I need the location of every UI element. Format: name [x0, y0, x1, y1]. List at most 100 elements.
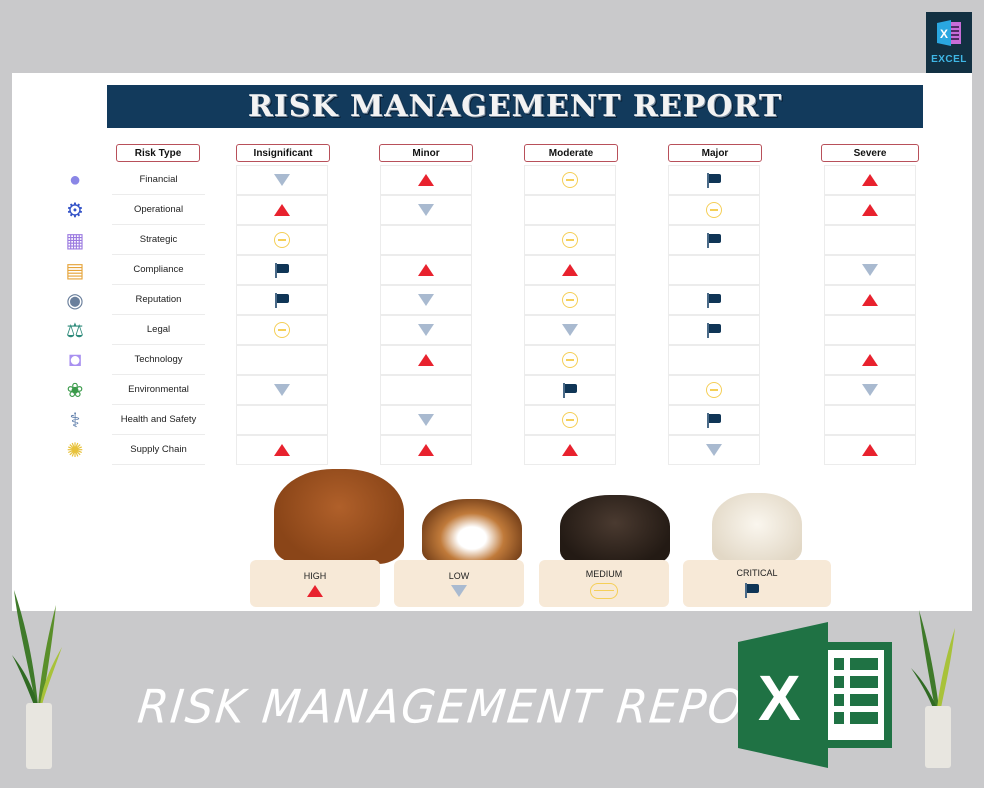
- matrix-cell[interactable]: [824, 435, 916, 465]
- matrix-cell[interactable]: [824, 405, 916, 435]
- matrix-cell[interactable]: [524, 195, 616, 225]
- matrix-cell[interactable]: [668, 165, 760, 195]
- matrix-cell[interactable]: [380, 225, 472, 255]
- matrix-cell[interactable]: [380, 255, 472, 285]
- page-title: RISK MANAGEMENT REPORT: [247, 89, 783, 124]
- medium-risk-circle-icon: [706, 382, 722, 398]
- matrix-cell[interactable]: [524, 255, 616, 285]
- column-header-minor: Minor: [379, 144, 473, 162]
- critical-risk-flag-icon: [274, 292, 290, 308]
- matrix-cell[interactable]: [824, 345, 916, 375]
- low-risk-down-triangle-icon: [562, 324, 578, 336]
- low-risk-down-triangle-icon: [862, 264, 878, 276]
- legend-card-high: HIGH: [250, 560, 380, 607]
- matrix-cell[interactable]: [668, 315, 760, 345]
- matrix-cell[interactable]: [524, 345, 616, 375]
- matrix-cell[interactable]: [524, 405, 616, 435]
- legend-card-medium: MEDIUM: [539, 560, 669, 607]
- column-header-insignificant: Insignificant: [236, 144, 330, 162]
- matrix-cell[interactable]: [824, 255, 916, 285]
- report-sheet: RISK MANAGEMENT REPORT Risk Type Insigni…: [12, 73, 972, 611]
- matrix-cell[interactable]: [824, 315, 916, 345]
- matrix-cell[interactable]: [380, 345, 472, 375]
- medium-risk-circle-icon: [562, 232, 578, 248]
- critical-risk-flag-icon: [706, 412, 722, 428]
- high-risk-up-triangle-icon: [862, 204, 878, 216]
- matrix-cell[interactable]: [236, 435, 328, 465]
- matrix-cell[interactable]: [236, 195, 328, 225]
- matrix-cell[interactable]: [524, 315, 616, 345]
- high-risk-up-triangle-icon: [418, 264, 434, 276]
- plant-left-image: [8, 585, 68, 769]
- row-label: Health and Safety: [112, 405, 205, 435]
- legend-label-high: HIGH: [303, 570, 327, 581]
- high-risk-up-triangle-icon: [274, 204, 290, 216]
- matrix-cell[interactable]: [380, 405, 472, 435]
- matrix-cell[interactable]: [668, 345, 760, 375]
- package-cycle-icon: ✺: [66, 439, 84, 462]
- scales-books-icon: ⚖: [66, 319, 84, 342]
- footer-title: RISK MANAGEMENT REPORT: [135, 680, 809, 735]
- critical-risk-flag-icon: [274, 262, 290, 278]
- matrix-cell[interactable]: [668, 435, 760, 465]
- low-risk-down-triangle-icon: [418, 294, 434, 306]
- row-label: Supply Chain: [112, 435, 205, 465]
- matrix-cell[interactable]: [824, 165, 916, 195]
- matrix-cell[interactable]: [524, 285, 616, 315]
- matrix-cell[interactable]: [236, 315, 328, 345]
- matrix-cell[interactable]: [236, 165, 328, 195]
- matrix-cell[interactable]: [380, 375, 472, 405]
- matrix-cell[interactable]: [668, 255, 760, 285]
- matrix-cell[interactable]: [668, 195, 760, 225]
- matrix-cell[interactable]: [236, 225, 328, 255]
- high-risk-up-triangle-icon: [862, 174, 878, 186]
- matrix-cell[interactable]: [236, 285, 328, 315]
- matrix-cell[interactable]: [380, 315, 472, 345]
- matrix-cell[interactable]: [524, 225, 616, 255]
- high-risk-up-triangle-icon: [862, 294, 878, 306]
- matrix-cell[interactable]: [668, 285, 760, 315]
- matrix-cell[interactable]: [824, 375, 916, 405]
- matrix-cell[interactable]: [380, 435, 472, 465]
- reputation-icon: ◉: [66, 289, 84, 312]
- row-label: Operational: [112, 195, 205, 225]
- matrix-cell[interactable]: [524, 165, 616, 195]
- matrix-cell[interactable]: [380, 165, 472, 195]
- matrix-cell[interactable]: [668, 375, 760, 405]
- matrix-cell[interactable]: [524, 435, 616, 465]
- matrix-cell[interactable]: [380, 285, 472, 315]
- low-risk-down-triangle-icon: [418, 324, 434, 336]
- plant-gear-icon: ❀: [66, 379, 84, 402]
- dog-medium-image: [560, 495, 670, 565]
- critical-risk-flag-icon: [706, 322, 722, 338]
- critical-risk-flag-icon: [706, 172, 722, 188]
- matrix-cell[interactable]: [236, 345, 328, 375]
- high-risk-up-triangle-icon: [418, 354, 434, 366]
- matrix-cell[interactable]: [668, 405, 760, 435]
- column-header-major: Major: [668, 144, 762, 162]
- row-label: Legal: [112, 315, 205, 345]
- row-label: Financial: [112, 165, 205, 195]
- stethoscope-icon: ⚕: [69, 409, 81, 432]
- gear-cycle-icon: ⚙: [66, 199, 84, 222]
- row-label: Reputation: [112, 285, 205, 315]
- matrix-cell[interactable]: [824, 225, 916, 255]
- row-label: Compliance: [112, 255, 205, 285]
- matrix-cell[interactable]: [380, 195, 472, 225]
- matrix-cell[interactable]: [524, 375, 616, 405]
- high-risk-up-triangle-icon: [418, 174, 434, 186]
- money-bag-icon: ●: [68, 168, 82, 191]
- robot-icon: ◘: [68, 348, 82, 371]
- medium-risk-circle-icon: [706, 202, 722, 218]
- medium-risk-circle-icon: [274, 232, 290, 248]
- matrix-cell[interactable]: [236, 405, 328, 435]
- low-risk-down-triangle-icon: [862, 384, 878, 396]
- matrix-cell[interactable]: [824, 195, 916, 225]
- matrix-cell[interactable]: [236, 375, 328, 405]
- column-header-risk-type: Risk Type: [116, 144, 200, 162]
- high-risk-up-triangle-icon: [562, 444, 578, 456]
- matrix-cell[interactable]: [236, 255, 328, 285]
- matrix-cell[interactable]: [668, 225, 760, 255]
- medium-risk-circle-icon: [562, 292, 578, 308]
- matrix-cell[interactable]: [824, 285, 916, 315]
